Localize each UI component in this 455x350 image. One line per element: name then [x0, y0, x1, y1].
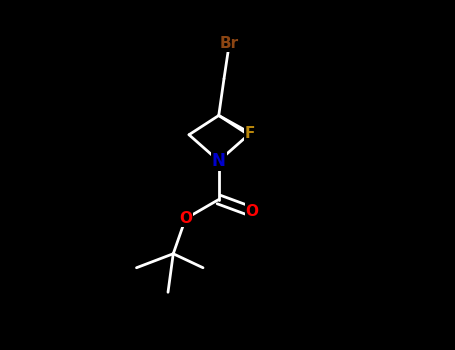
Text: F: F	[245, 126, 255, 140]
Text: N: N	[212, 152, 226, 170]
Text: O: O	[179, 211, 192, 226]
Text: Br: Br	[220, 36, 239, 51]
Text: O: O	[246, 204, 258, 219]
